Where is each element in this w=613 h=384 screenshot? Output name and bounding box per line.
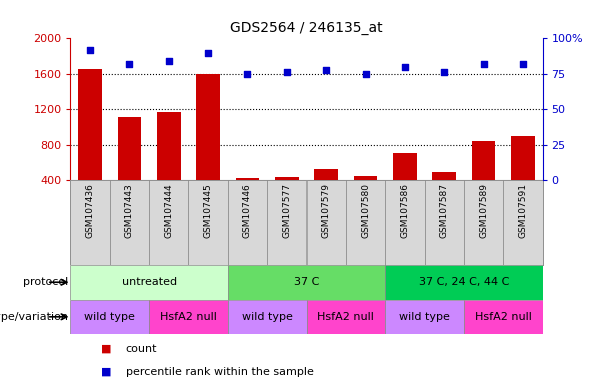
Bar <box>503 180 543 265</box>
Bar <box>306 180 346 265</box>
Text: count: count <box>126 344 157 354</box>
Point <box>360 71 370 77</box>
Text: HsfA2 null: HsfA2 null <box>318 312 375 322</box>
Text: GSM107444: GSM107444 <box>164 183 173 238</box>
Bar <box>228 300 306 334</box>
Text: percentile rank within the sample: percentile rank within the sample <box>126 366 313 377</box>
Bar <box>464 300 543 334</box>
Bar <box>314 169 338 180</box>
Bar <box>235 178 259 180</box>
Text: GSM107587: GSM107587 <box>440 183 449 238</box>
Bar <box>149 300 228 334</box>
Text: wild type: wild type <box>242 312 292 322</box>
Text: GSM107591: GSM107591 <box>519 183 527 238</box>
Bar <box>464 180 503 265</box>
Text: ■: ■ <box>101 344 112 354</box>
Point <box>164 58 173 64</box>
Point <box>204 50 213 56</box>
Text: HsfA2 null: HsfA2 null <box>160 312 217 322</box>
Text: HsfA2 null: HsfA2 null <box>474 312 531 322</box>
Bar <box>189 180 228 265</box>
Bar <box>70 180 110 265</box>
Text: ■: ■ <box>101 366 112 377</box>
Text: 37 C, 24 C, 44 C: 37 C, 24 C, 44 C <box>419 277 509 287</box>
Bar <box>432 172 456 180</box>
Bar <box>157 112 181 180</box>
Text: GSM107577: GSM107577 <box>283 183 291 238</box>
Text: wild type: wild type <box>85 312 135 322</box>
Bar <box>110 180 149 265</box>
Bar <box>78 70 102 180</box>
Bar <box>511 136 535 180</box>
Text: wild type: wild type <box>399 312 450 322</box>
Point <box>243 71 253 77</box>
Point <box>440 70 449 76</box>
Text: GSM107436: GSM107436 <box>86 183 94 238</box>
Title: GDS2564 / 246135_at: GDS2564 / 246135_at <box>230 21 383 35</box>
Text: untreated: untreated <box>121 277 177 287</box>
Point <box>518 61 528 67</box>
Bar <box>354 176 377 180</box>
Text: GSM107445: GSM107445 <box>204 183 213 238</box>
Text: GSM107586: GSM107586 <box>400 183 409 238</box>
Bar <box>196 74 220 180</box>
Text: protocol: protocol <box>23 277 68 287</box>
Point <box>124 61 134 67</box>
Bar <box>267 180 306 265</box>
Bar <box>385 265 543 300</box>
Text: GSM107443: GSM107443 <box>125 183 134 238</box>
Bar <box>393 153 417 180</box>
Bar <box>385 300 464 334</box>
Bar <box>471 141 495 180</box>
Point <box>85 47 95 53</box>
Text: GSM107589: GSM107589 <box>479 183 488 238</box>
Point <box>282 70 292 76</box>
Text: GSM107580: GSM107580 <box>361 183 370 238</box>
Bar <box>149 180 189 265</box>
Text: GSM107579: GSM107579 <box>322 183 330 238</box>
Bar <box>275 177 299 180</box>
Bar <box>346 180 385 265</box>
Bar <box>70 300 149 334</box>
Bar <box>118 117 141 180</box>
Bar <box>385 180 424 265</box>
Text: genotype/variation: genotype/variation <box>0 312 68 322</box>
Bar <box>70 265 228 300</box>
Point <box>321 66 331 73</box>
Bar <box>228 180 267 265</box>
Bar <box>306 300 385 334</box>
Text: 37 C: 37 C <box>294 277 319 287</box>
Bar <box>228 265 385 300</box>
Bar <box>424 180 464 265</box>
Point <box>400 64 409 70</box>
Point <box>479 61 489 67</box>
Text: GSM107446: GSM107446 <box>243 183 252 238</box>
